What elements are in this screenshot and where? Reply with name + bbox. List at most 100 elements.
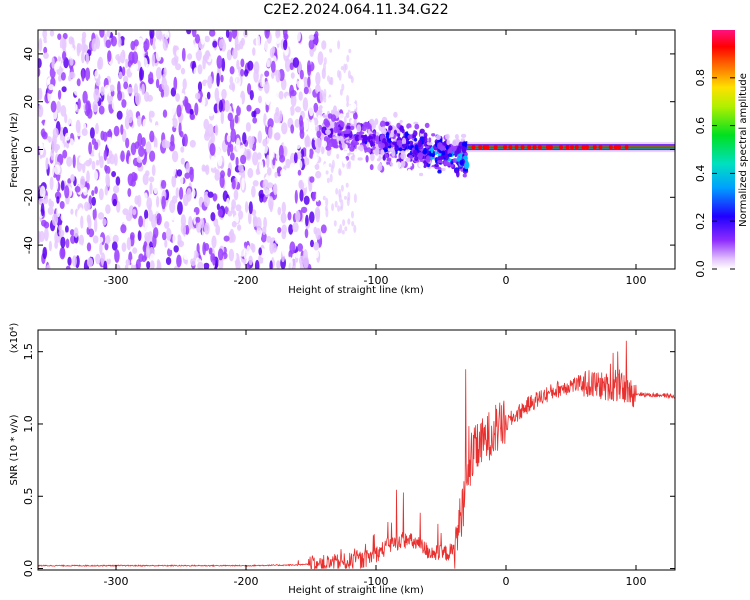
heatmap-cell (189, 84, 196, 92)
heatmap-cell (70, 174, 75, 183)
heatmap-cell (240, 68, 245, 77)
heatmap-cell (325, 129, 331, 136)
heatmap-cell (194, 102, 199, 116)
heatmap-cell (450, 160, 454, 165)
heatmap-cell (353, 112, 358, 120)
heatmap-cell (81, 69, 85, 82)
heatmap-cell (330, 165, 334, 173)
heatmap-cell (217, 248, 224, 261)
heatmap-cell (266, 235, 272, 243)
heatmap-cell (130, 258, 137, 266)
carrier-peak (592, 144, 597, 150)
y-tick-label: 1.0 (22, 415, 35, 433)
heatmap-cell (445, 145, 449, 150)
heatmap-cell (289, 62, 294, 71)
heatmap-cell (412, 149, 418, 157)
heatmap-cell (346, 122, 351, 127)
heatmap-cell (86, 242, 92, 252)
heatmap-cell (175, 63, 182, 71)
heatmap-cell (351, 221, 355, 227)
heatmap-cell (97, 58, 102, 70)
heatmap-cell (275, 30, 280, 39)
heatmap-cell (73, 243, 79, 258)
heatmap-cell (41, 219, 47, 227)
heatmap-cell (306, 158, 310, 166)
heatmap-cell (197, 64, 203, 75)
heatmap-cell (273, 183, 277, 193)
heatmap-cell (276, 260, 281, 269)
heatmap-cell (329, 48, 333, 53)
heatmap-cell (62, 32, 68, 40)
heatmap-cell (161, 195, 166, 210)
heatmap-cell (247, 83, 252, 95)
heatmap-cell (407, 127, 414, 135)
heatmap-cell (400, 160, 406, 168)
heatmap-cell (332, 136, 338, 140)
heatmap-cell (94, 141, 99, 151)
colorbar-tick-label: 0.6 (694, 117, 707, 135)
heatmap-cell (97, 212, 105, 220)
heatmap-cell (82, 90, 88, 104)
carrier-peak (514, 144, 519, 150)
heatmap-cell (39, 185, 46, 199)
heatmap-cell (414, 137, 418, 142)
heatmap-cell (87, 78, 92, 87)
heatmap-cell (190, 247, 195, 259)
heatmap-cell (303, 119, 309, 131)
heatmap-cell (281, 244, 286, 257)
heatmap-cell (275, 106, 280, 117)
heatmap-cell (262, 179, 269, 191)
heatmap-cell (378, 154, 382, 161)
heatmap-cell (216, 55, 223, 69)
heatmap-cell (173, 245, 179, 253)
heatmap-cell (333, 220, 337, 227)
heatmap-cell (218, 39, 224, 49)
heatmap-cell (137, 37, 144, 50)
snr-x-axis-label: Height of straight line (km) (288, 585, 424, 596)
heatmap-cell (292, 57, 300, 68)
heatmap-cell (396, 122, 401, 129)
heatmap-cell (294, 189, 298, 204)
heatmap-cell (312, 153, 318, 166)
heatmap-cell (189, 168, 194, 183)
heatmap-cell (72, 255, 77, 267)
heatmap-cell (367, 128, 371, 136)
snr-x-ticks: -300 -200 -100 0 100 (104, 330, 647, 588)
heatmap-cell (423, 132, 428, 138)
spectrogram-heatmap (38, 30, 675, 269)
carrier-peak (527, 144, 532, 150)
heatmap-cell (414, 123, 420, 130)
heatmap-cell (337, 40, 341, 50)
carrier-peak (532, 144, 537, 150)
heatmap-cell (208, 247, 213, 255)
heatmap-cell (193, 43, 199, 53)
heatmap-cell (50, 200, 54, 208)
heatmap-cell (95, 79, 101, 87)
heatmap-cell (106, 136, 112, 149)
y-tick-label: 1.5 (22, 343, 35, 361)
heatmap-cell (156, 259, 161, 269)
y-tick-label: 0 (22, 146, 35, 153)
snr-y-ticks: 0.0 0.5 1.0 1.5 (22, 343, 675, 577)
heatmap-cell (153, 184, 159, 195)
heatmap-cell (98, 236, 104, 243)
heatmap-cell (260, 231, 267, 243)
heatmap-cell (156, 213, 162, 226)
heatmap-cell (226, 49, 232, 61)
heatmap-cell (179, 187, 184, 200)
y-tick-label: 20 (22, 95, 35, 109)
heatmap-cell (302, 255, 309, 269)
heatmap-cell (38, 259, 42, 269)
snr-y-multiplier: (x10⁴) (9, 323, 20, 354)
heatmap-cell (168, 141, 175, 152)
heatmap-cell (72, 154, 76, 169)
heatmap-cell (92, 207, 97, 221)
carrier-peak (574, 144, 579, 150)
heatmap-cell (104, 84, 111, 94)
heatmap-cell (137, 194, 142, 208)
heatmap-cell (270, 147, 274, 160)
carrier-peak (485, 144, 490, 150)
heatmap-cell (454, 168, 459, 174)
heatmap-cell (76, 43, 82, 53)
